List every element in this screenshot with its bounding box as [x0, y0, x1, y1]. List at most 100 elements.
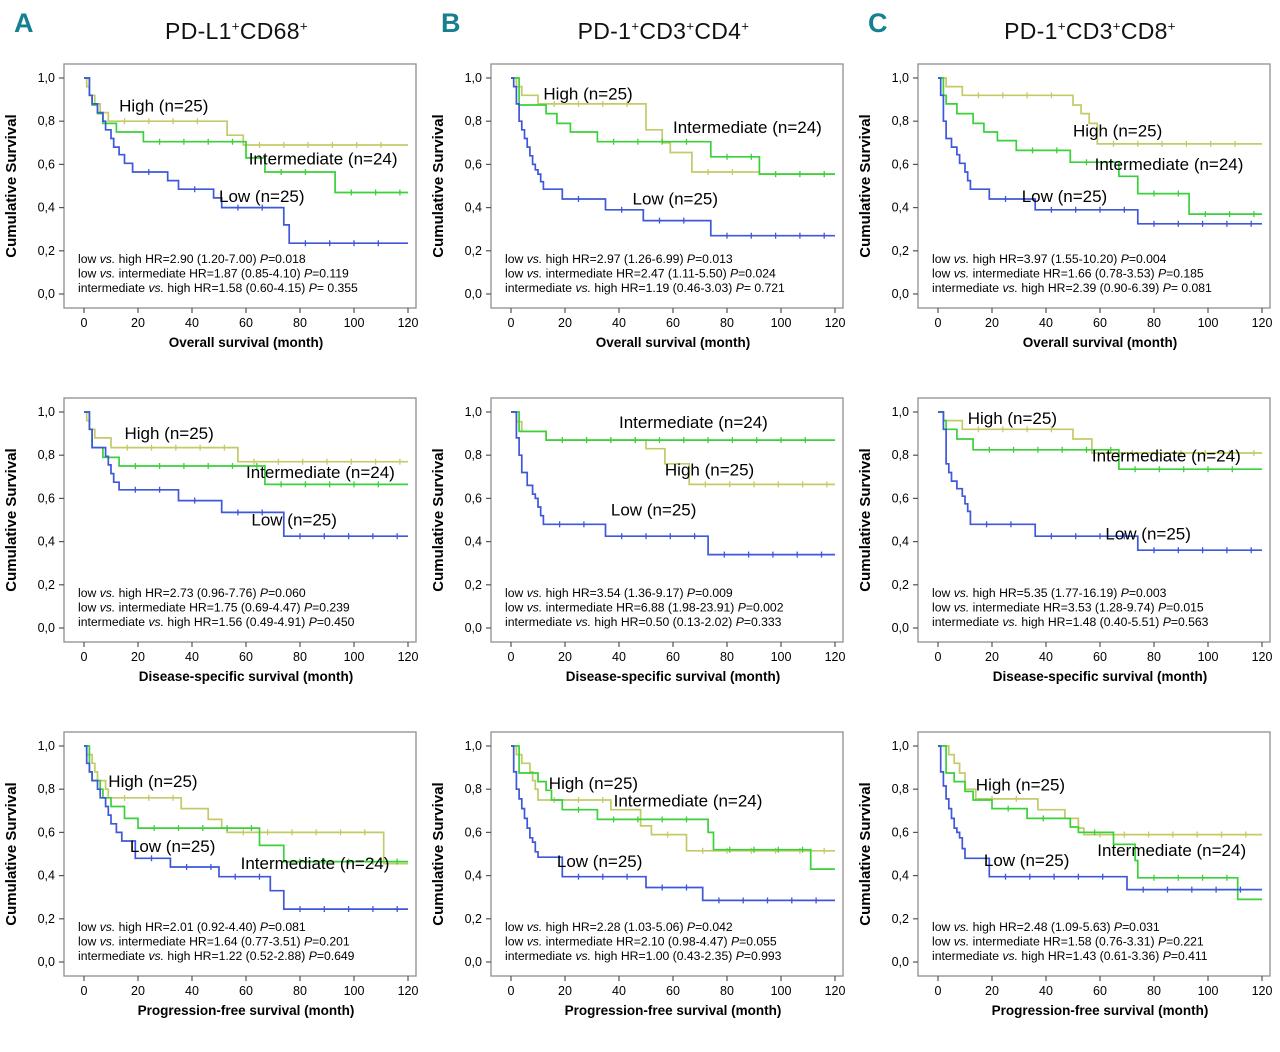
- x-tick-label: 60: [239, 650, 253, 664]
- x-tick-label: 60: [666, 650, 680, 664]
- title-text: PD-1: [1004, 18, 1058, 44]
- curve-label-high: High (n=25): [976, 775, 1065, 794]
- y-tick-label: 0,0: [465, 287, 482, 301]
- x-tick-label: 80: [1147, 650, 1161, 664]
- y-axis: 1,0 0,8 0,6 0,4 0,2 0,0 Cumulative Survival: [3, 405, 64, 635]
- plot-frame: [490, 731, 844, 977]
- stats-line-1: low vs. high HR=2.28 (1.03-5.06) P=0.042: [505, 920, 733, 934]
- x-tick-label: 80: [1147, 316, 1161, 330]
- y-tick-label: 0,6: [465, 491, 482, 505]
- censor-ticks-low: [985, 521, 1252, 554]
- x-axis-title: Progression-free survival (month): [565, 1003, 782, 1018]
- y-tick-label: 1,0: [465, 405, 482, 419]
- y-axis: 1,0 0,8 0,6 0,4 0,2 0,0 Cumulative Survival: [430, 739, 491, 969]
- panel-letter: C: [868, 8, 888, 38]
- censor-ticks-intermediate: [134, 463, 379, 488]
- curve-high: [84, 77, 408, 146]
- y-tick-label: 0,2: [892, 912, 909, 926]
- plot-frame: [63, 731, 417, 977]
- stats-line-3: intermediate vs. high HR=1.56 (0.49-4.91…: [78, 615, 355, 629]
- y-tick-label: 0,6: [38, 825, 55, 839]
- x-tick-label: 60: [666, 316, 680, 330]
- y-tick-label: 0,4: [465, 869, 482, 883]
- y-axis: 1,0 0,8 0,6 0,4 0,2 0,0 Cumulative Survival: [857, 739, 918, 969]
- curve-label-intermediate: Intermediate (n=24): [673, 118, 822, 137]
- y-tick-label: 1,0: [38, 71, 55, 85]
- panel-c-progression: 1,0 0,8 0,6 0,4 0,2 0,0 Cumulative Survival 0 20…: [854, 710, 1280, 1044]
- y-tick-label: 1,0: [38, 739, 55, 753]
- plot-frame: [917, 731, 1271, 977]
- y-tick-label: 0,0: [892, 287, 909, 301]
- panel-title: PD-1+CD3+CD4+: [427, 0, 854, 45]
- censor-ticks-low: [577, 873, 817, 904]
- y-tick-label: 0,4: [465, 535, 482, 549]
- curve-low: [938, 77, 1262, 225]
- x-tick-label: 120: [398, 984, 419, 998]
- censor-ticks-intermediate: [988, 446, 1233, 473]
- y-axis: 1,0 0,8 0,6 0,4 0,2 0,0 Cumulative Survival: [857, 405, 918, 635]
- x-tick-label: 0: [81, 984, 88, 998]
- curve-label-low: Low (n=25): [251, 510, 337, 529]
- censor-ticks-intermediate: [561, 437, 806, 444]
- y-axis: 1,0 0,8 0,6 0,4 0,2 0,0 Cumulative Survival: [430, 71, 491, 301]
- curve-high: [511, 745, 835, 852]
- y-axis-title: Cumulative Survival: [430, 448, 447, 591]
- x-tick-label: 100: [344, 650, 365, 664]
- plot-frame: [63, 63, 417, 309]
- curve-intermediate: [511, 77, 835, 175]
- panel-header: A PD-L1+CD68+: [0, 0, 427, 56]
- x-tick-label: 100: [344, 984, 365, 998]
- stats-line-2: low vs. intermediate HR=1.87 (0.85-4.10)…: [78, 267, 349, 281]
- stats-line-1: low vs. high HR=2.97 (1.26-6.99) P=0.013: [505, 252, 733, 266]
- curve-low: [84, 745, 408, 910]
- y-axis-title: Cumulative Survival: [430, 114, 447, 257]
- censor-ticks-high: [553, 797, 825, 854]
- survival-plot-c-disease: 1,0 0,8 0,6 0,4 0,2 0,0 Cumulative Survival 0 20…: [857, 397, 1272, 684]
- y-tick-label: 0,0: [465, 955, 482, 969]
- stats-line-1: low vs. high HR=2.73 (0.96-7.76) P=0.060: [78, 586, 306, 600]
- survival-plot-b-disease: 1,0 0,8 0,6 0,4 0,2 0,0 Cumulative Survival 0 20…: [430, 397, 845, 684]
- x-axis: 0 20 40 60 80 100 120 Disease-specific survival…: [81, 642, 418, 684]
- censor-ticks-low: [1004, 873, 1242, 893]
- panel-letter: A: [14, 8, 34, 38]
- x-tick-label: 60: [666, 984, 680, 998]
- y-tick-label: 0,8: [38, 114, 55, 128]
- y-axis-title: Cumulative Survival: [857, 448, 874, 591]
- y-tick-label: 0,0: [892, 955, 909, 969]
- x-tick-label: 100: [1198, 316, 1219, 330]
- y-axis: 1,0 0,8 0,6 0,4 0,2 0,0 Cumulative Survival: [857, 71, 918, 301]
- x-tick-label: 20: [131, 984, 145, 998]
- panel-c-overall: C PD-1+CD3+CD8+ 1,0 0,8 0,6 0,4 0,2 0,0 Cumulati…: [854, 0, 1280, 376]
- x-axis-title: Disease-specific survival (month): [993, 669, 1208, 684]
- y-tick-label: 0,2: [892, 578, 909, 592]
- x-axis: 0 20 40 60 80 100 120 Disease-specific survival…: [508, 642, 845, 684]
- x-tick-label: 40: [1039, 984, 1053, 998]
- x-tick-label: 100: [771, 650, 792, 664]
- panel-a-overall: A PD-L1+CD68+ 1,0 0,8 0,6 0,4 0,2 0,0 Cumulative…: [0, 0, 427, 376]
- x-tick-label: 0: [508, 650, 515, 664]
- curve-label-high: High (n=25): [549, 774, 638, 793]
- y-tick-label: 0,2: [38, 244, 55, 258]
- y-tick-label: 0,2: [465, 244, 482, 258]
- x-tick-label: 80: [293, 984, 307, 998]
- title-text: CD3: [639, 18, 687, 44]
- superscript-plus: +: [741, 18, 750, 34]
- panel-letter: B: [441, 8, 461, 38]
- survival-plot-b-progression: 1,0 0,8 0,6 0,4 0,2 0,0 Cumulative Survival 0 20…: [430, 731, 845, 1018]
- y-tick-label: 0,4: [38, 535, 55, 549]
- censor-ticks-low: [558, 521, 823, 558]
- curve-label-high: High (n=25): [968, 409, 1057, 428]
- panel-header: C PD-1+CD3+CD8+: [854, 0, 1280, 56]
- curve-label-low: Low (n=25): [130, 837, 216, 856]
- y-tick-label: 0,6: [465, 825, 482, 839]
- x-axis: 0 20 40 60 80 100 120 Disease-specific survival…: [935, 642, 1272, 684]
- y-tick-label: 0,4: [38, 201, 55, 215]
- curve-label-high: High (n=25): [108, 772, 197, 791]
- stats-line-2: low vs. intermediate HR=3.53 (1.28-9.74)…: [932, 601, 1204, 615]
- x-tick-label: 60: [1093, 984, 1107, 998]
- curve-label-low: Low (n=25): [1022, 187, 1108, 206]
- y-tick-label: 0,8: [38, 448, 55, 462]
- y-axis: 1,0 0,8 0,6 0,4 0,2 0,0 Cumulative Survival: [430, 405, 491, 635]
- curve-label-high: High (n=25): [1073, 121, 1162, 140]
- panel-c-disease: 1,0 0,8 0,6 0,4 0,2 0,0 Cumulative Survival 0 20…: [854, 376, 1280, 710]
